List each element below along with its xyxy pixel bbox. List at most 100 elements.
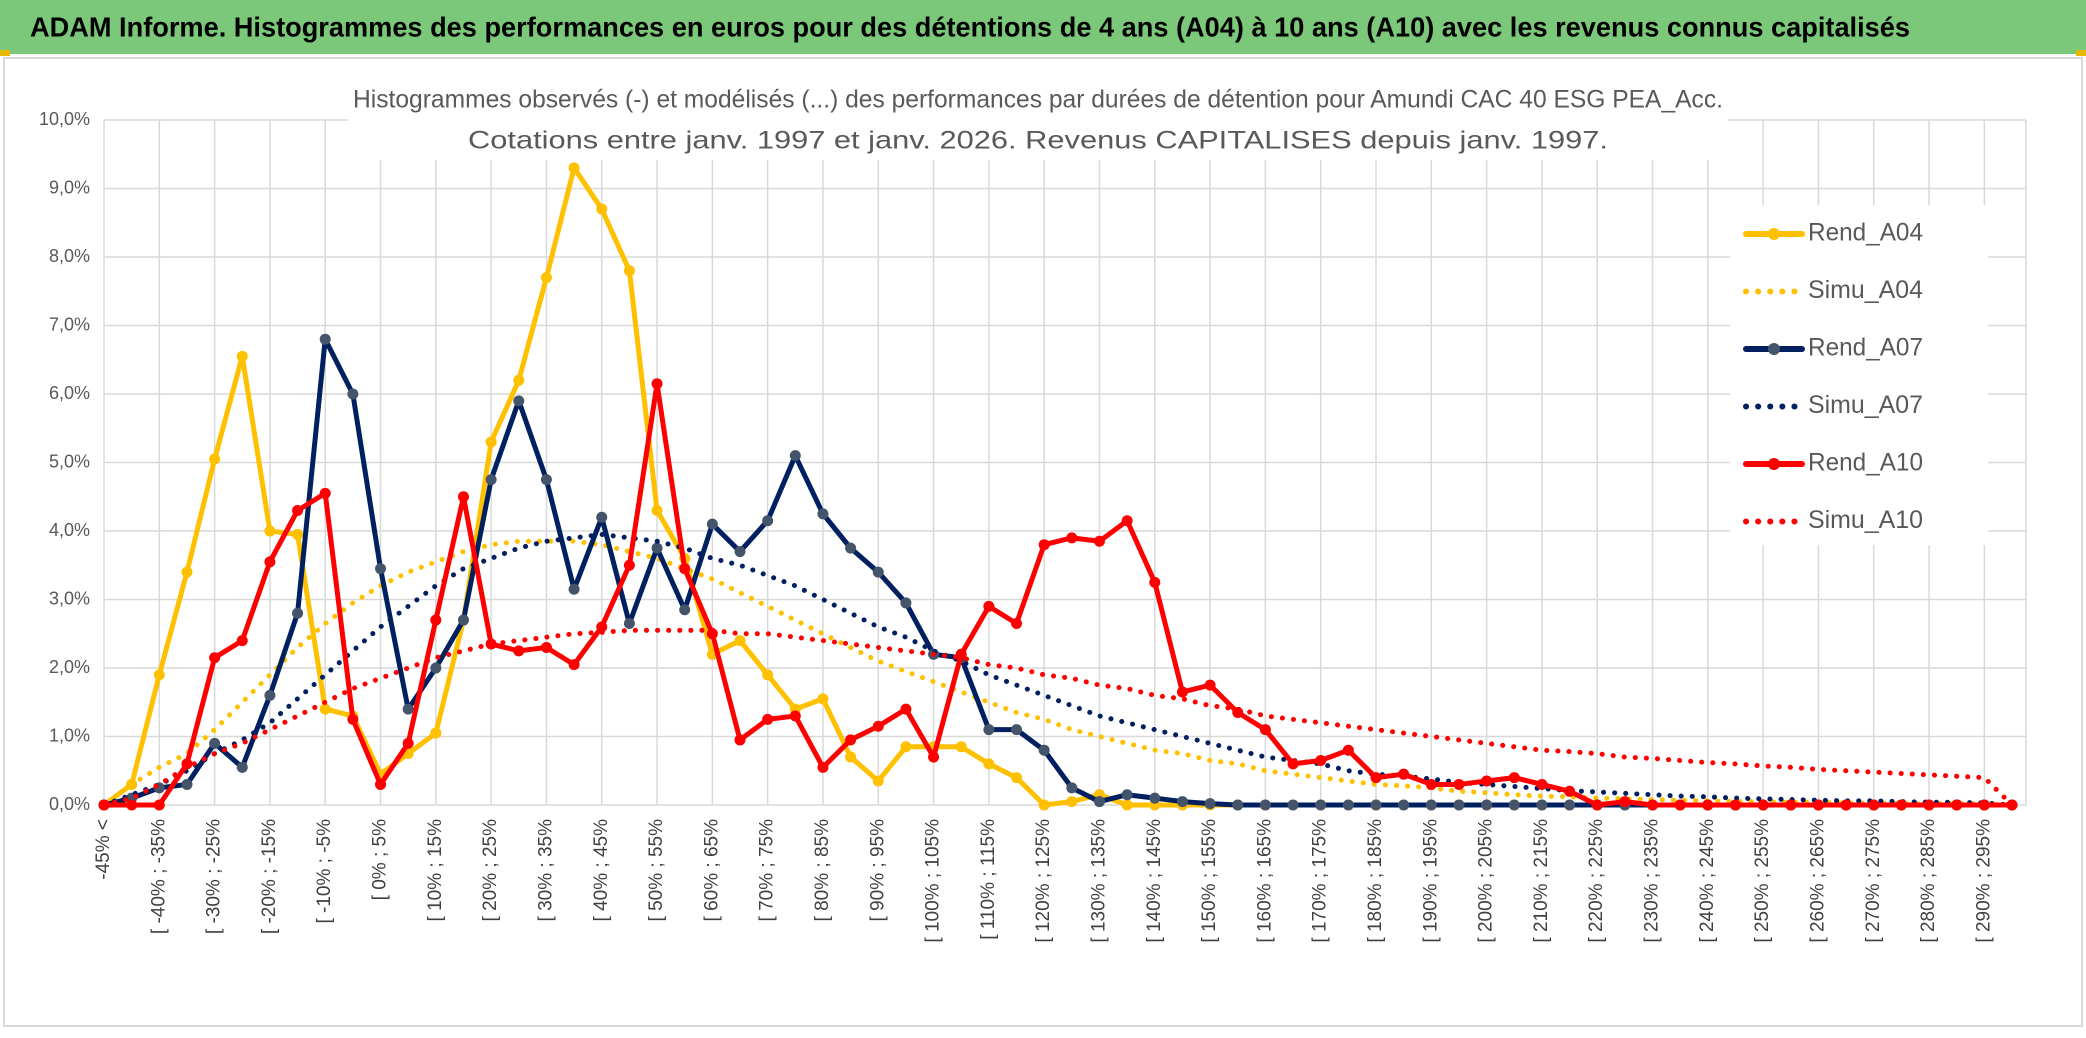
data-point <box>872 775 884 787</box>
data-point <box>236 761 248 773</box>
data-point <box>513 374 525 386</box>
data-point <box>513 645 525 657</box>
data-point <box>1702 799 1714 811</box>
data-point <box>375 778 387 790</box>
x-tick-label: [ 110% ; 115% <box>978 819 999 940</box>
data-point <box>1176 796 1188 808</box>
data-point <box>347 713 359 725</box>
data-point <box>1453 778 1465 790</box>
y-tick-label: 5,0% <box>49 451 90 471</box>
data-point <box>679 604 691 616</box>
data-point <box>1785 799 1797 811</box>
y-tick-label: 0,0% <box>49 794 90 814</box>
data-point <box>817 508 829 520</box>
x-tick-label: [ 220% ; 225% <box>1586 819 1607 943</box>
data-point <box>651 542 663 554</box>
x-tick-label: [ 130% ; 135% <box>1088 819 1109 943</box>
data-point <box>1066 796 1078 808</box>
x-tick-label: [ 0% ; 5% <box>370 819 391 900</box>
data-point <box>540 272 552 284</box>
data-point <box>319 703 331 715</box>
data-point <box>1259 724 1271 736</box>
data-point <box>872 720 884 732</box>
data-point <box>1259 799 1271 811</box>
x-tick-label: [ -30% ; -25% <box>204 819 225 934</box>
data-point <box>1398 799 1410 811</box>
data-point <box>1093 535 1105 547</box>
legend: Rend_A04 Simu_A04 Rend_A07 Simu_A07 Rend_A10… <box>1743 219 1923 534</box>
x-tick-label: [ 100% ; 105% <box>923 819 944 943</box>
data-point <box>1287 758 1299 770</box>
data-point <box>1481 775 1493 787</box>
data-point <box>1757 799 1769 811</box>
data-point <box>402 737 414 749</box>
x-tick-label: [ 80% ; 85% <box>812 819 833 922</box>
data-point <box>1204 798 1216 810</box>
data-point <box>1564 799 1576 811</box>
series-layer <box>98 162 2018 811</box>
data-point <box>1729 799 1741 811</box>
data-point <box>292 528 304 540</box>
x-tick-label: [ 150% ; 155% <box>1199 819 1220 943</box>
chart-subtitle: Cotations entre janv. 1997 et janv. 2026… <box>468 127 1608 155</box>
x-tick-label: [ 60% ; 65% <box>701 819 722 922</box>
y-tick-label: 1,0% <box>49 725 90 745</box>
data-point <box>1149 792 1161 804</box>
data-point <box>1425 778 1437 790</box>
x-tick-label: [ 140% ; 145% <box>1144 819 1165 943</box>
data-point <box>1536 778 1548 790</box>
chart-title: Histogrammes observés (-) et modélisés (… <box>353 86 1723 114</box>
series-line <box>101 381 2015 808</box>
data-point <box>153 799 165 811</box>
data-point <box>292 607 304 619</box>
x-tick-label: [ 200% ; 205% <box>1476 819 1497 943</box>
x-tick-label: [ 50% ; 55% <box>646 819 667 922</box>
x-tick-label: [ 30% ; 35% <box>535 819 556 922</box>
data-point <box>1232 799 1244 811</box>
data-point <box>430 662 442 674</box>
data-point <box>983 724 995 736</box>
data-point <box>734 734 746 746</box>
legend-label: Rend_A07 <box>1808 334 1923 362</box>
data-point <box>347 388 359 400</box>
data-point <box>955 741 967 753</box>
data-point <box>568 659 580 671</box>
data-point <box>817 761 829 773</box>
legend-label: Rend_A10 <box>1808 449 1923 477</box>
data-point <box>1923 799 1935 811</box>
data-point <box>540 641 552 653</box>
data-point <box>955 648 967 660</box>
data-point <box>375 563 387 575</box>
data-point <box>1674 799 1686 811</box>
data-point <box>1508 772 1520 784</box>
data-point <box>1398 768 1410 780</box>
x-tick-label: [ 240% ; 245% <box>1697 819 1718 943</box>
title-bar <box>0 0 2086 54</box>
y-tick-label: 7,0% <box>49 314 90 334</box>
data-point <box>236 350 248 362</box>
data-point <box>1951 799 1963 811</box>
data-point <box>1093 796 1105 808</box>
x-tick-label: [ 170% ; 175% <box>1310 819 1331 943</box>
y-tick-label: 8,0% <box>49 246 90 266</box>
series-line <box>101 538 2015 808</box>
data-point <box>319 487 331 499</box>
data-point <box>1342 744 1354 756</box>
x-tick-label: [ 10% ; 15% <box>425 819 446 922</box>
x-tick-label: [ -10% ; -5% <box>314 819 335 924</box>
data-point <box>928 751 940 763</box>
data-point <box>1011 772 1023 784</box>
data-point <box>900 741 912 753</box>
corner <box>2076 50 2086 56</box>
legend-bg <box>1730 205 1988 545</box>
data-point <box>1619 796 1631 808</box>
data-point <box>1204 679 1216 691</box>
x-tick-label: [ 70% ; 75% <box>757 819 778 922</box>
data-point <box>1038 539 1050 551</box>
data-point <box>540 474 552 486</box>
x-tick-label: [ 280% ; 285% <box>1918 819 1939 943</box>
data-point <box>1038 799 1050 811</box>
x-tick-label: [ 190% ; 195% <box>1420 819 1441 943</box>
data-point <box>1342 799 1354 811</box>
x-tick-label: [ 230% ; 235% <box>1642 819 1663 943</box>
